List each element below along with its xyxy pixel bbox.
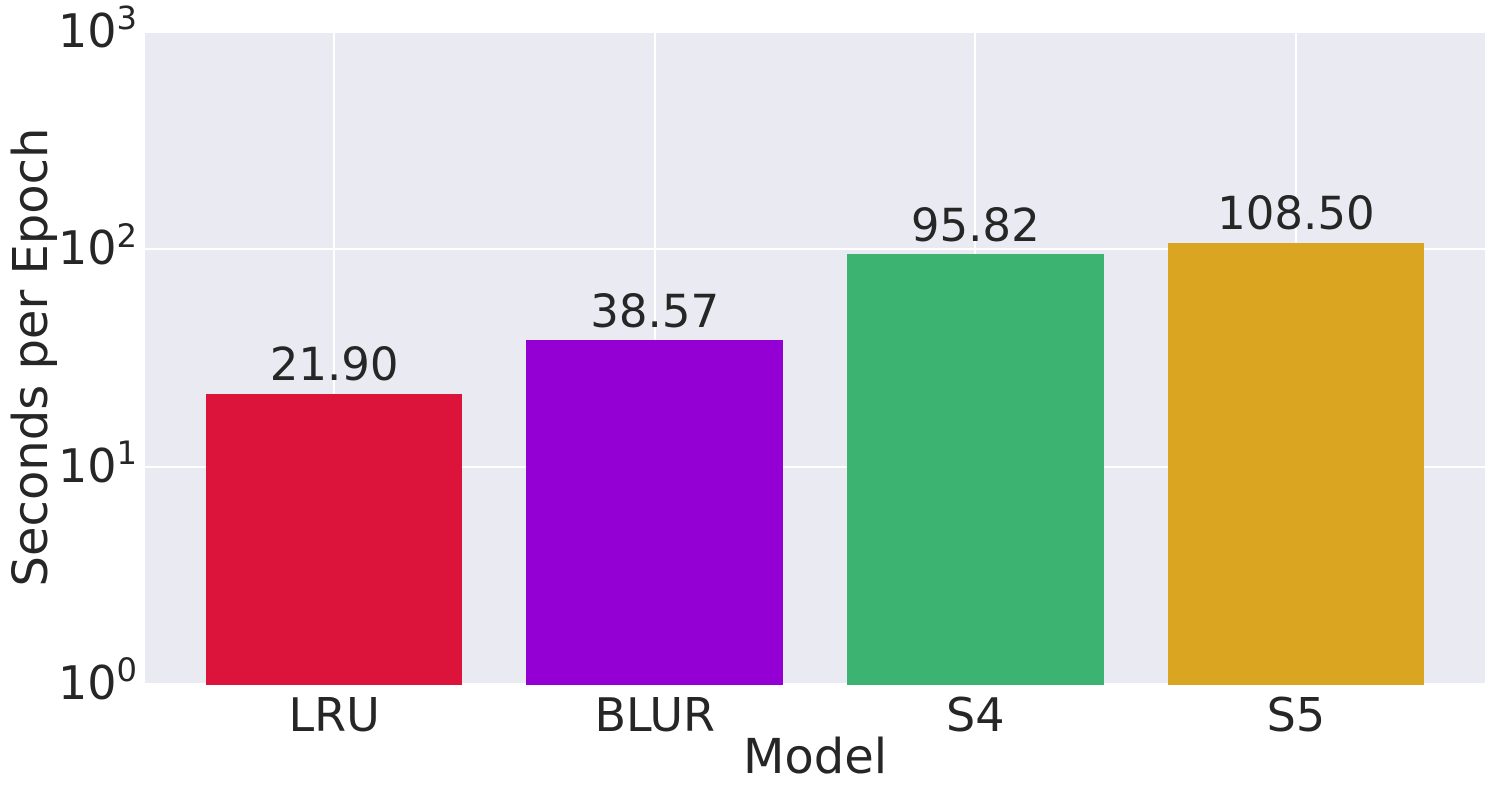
x-tick-label-s4: S4: [946, 688, 1005, 742]
x-tick-label-blur: BLUR: [594, 688, 715, 742]
bar-value-label-lru: 21.90: [269, 338, 399, 392]
y-tick-label-1e2: 102: [57, 216, 137, 276]
bar-value-label-blur: 38.57: [590, 284, 720, 338]
y-tick-label-1e1: 101: [57, 434, 137, 493]
bar-s4: [847, 254, 1104, 685]
y-tick-label-1e3: 103: [57, 0, 137, 59]
y-tick-label-1e0: 100: [57, 651, 137, 711]
y-axis-label: Seconds per Epoch: [3, 127, 59, 587]
gridline-horizontal: [145, 465, 1485, 468]
x-tick-label-lru: LRU: [288, 688, 380, 742]
x-axis-label: Model: [742, 729, 888, 785]
bar-value-label-s5: 108.50: [1217, 187, 1375, 241]
bar-s5: [1167, 242, 1425, 685]
gridline-horizontal: [145, 683, 1485, 685]
gridline-horizontal: [145, 31, 1485, 33]
plot-area: 21.90 38.57 95.82 108.50: [145, 31, 1485, 685]
bar-blur: [526, 340, 783, 685]
gridline-horizontal: [145, 248, 1485, 251]
bar-lru: [205, 393, 463, 685]
x-tick-label-s5: S5: [1266, 688, 1326, 742]
gridline-vertical: [333, 33, 336, 685]
bar-value-label-s4: 95.82: [910, 198, 1040, 252]
